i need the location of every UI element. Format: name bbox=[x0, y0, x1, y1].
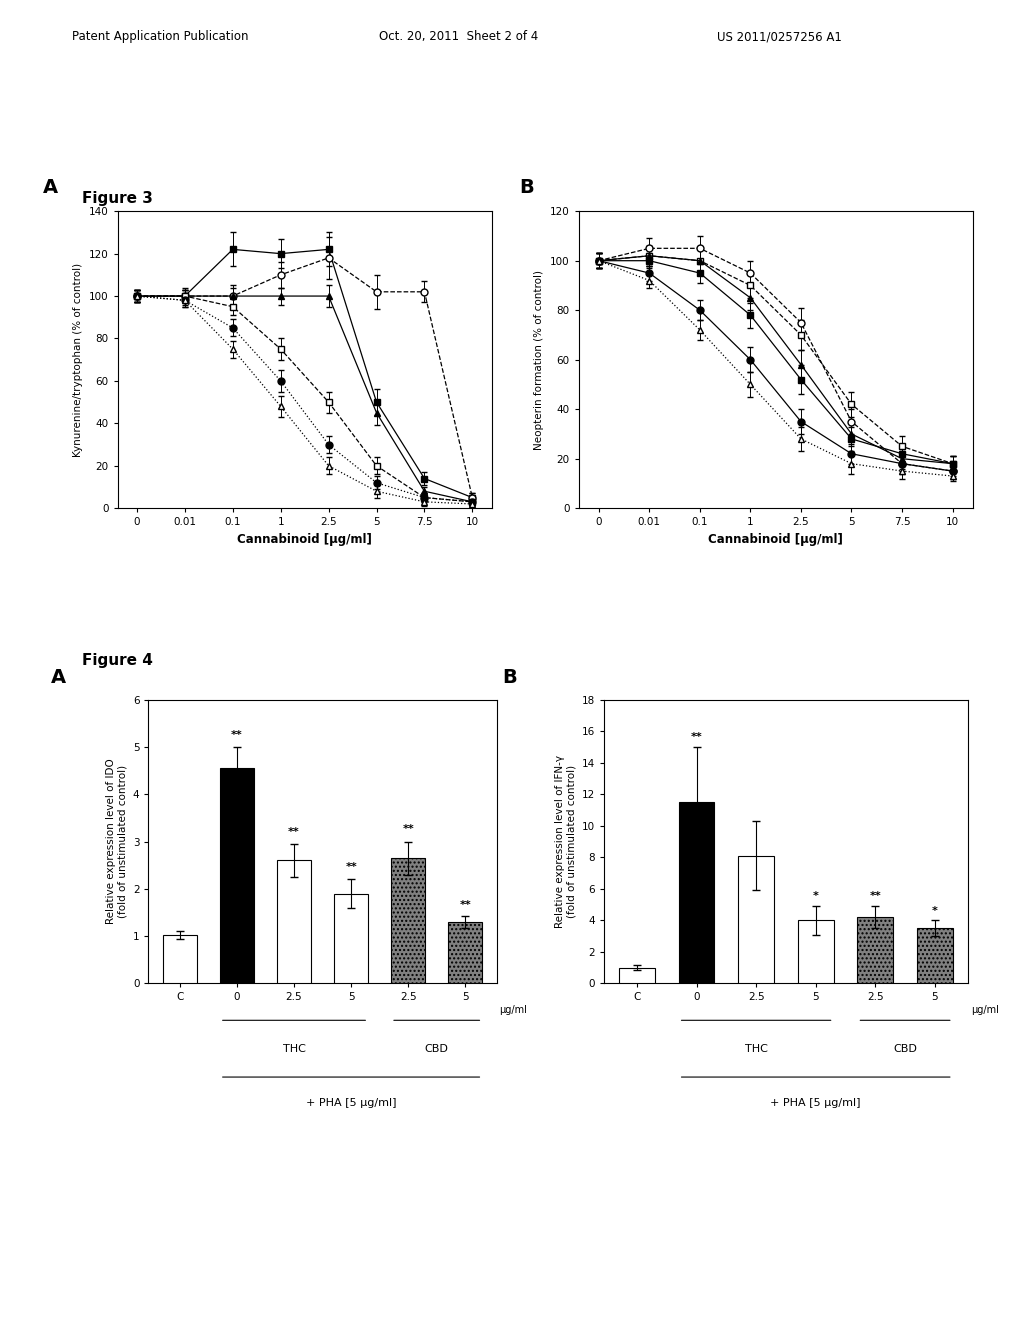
Text: Figure 3: Figure 3 bbox=[82, 191, 153, 206]
Text: *: * bbox=[932, 906, 938, 916]
Bar bbox=[738, 855, 774, 983]
Text: + PHA [5 µg/ml]: + PHA [5 µg/ml] bbox=[306, 1098, 396, 1107]
Y-axis label: Neopterin formation (% of control): Neopterin formation (% of control) bbox=[535, 269, 544, 450]
Bar bbox=[391, 858, 425, 983]
Text: Oct. 20, 2011  Sheet 2 of 4: Oct. 20, 2011 Sheet 2 of 4 bbox=[379, 30, 539, 44]
X-axis label: Cannabinoid [µg/ml]: Cannabinoid [µg/ml] bbox=[238, 533, 372, 545]
Text: B: B bbox=[519, 178, 535, 198]
Y-axis label: Relative expression level of IDO
(fold of unstimulated control): Relative expression level of IDO (fold o… bbox=[105, 759, 127, 924]
Text: **: ** bbox=[869, 891, 882, 902]
Bar bbox=[220, 768, 254, 983]
Text: **: ** bbox=[402, 825, 414, 834]
Bar bbox=[798, 920, 834, 983]
Text: **: ** bbox=[288, 826, 300, 837]
Bar bbox=[449, 921, 482, 983]
Text: Figure 4: Figure 4 bbox=[82, 653, 153, 668]
Bar bbox=[163, 935, 197, 983]
Bar bbox=[334, 894, 369, 983]
Text: CBD: CBD bbox=[425, 1044, 449, 1053]
Y-axis label: Kynurenine/tryptophan (% of control): Kynurenine/tryptophan (% of control) bbox=[74, 263, 83, 457]
Text: B: B bbox=[503, 668, 517, 686]
Text: + PHA [5 µg/ml]: + PHA [5 µg/ml] bbox=[770, 1098, 861, 1107]
Y-axis label: Relative expression level of IFN-γ
(fold of unstimulated control): Relative expression level of IFN-γ (fold… bbox=[555, 755, 577, 928]
Text: µg/ml: µg/ml bbox=[971, 1006, 998, 1015]
Bar bbox=[276, 861, 311, 983]
Text: US 2011/0257256 A1: US 2011/0257256 A1 bbox=[717, 30, 842, 44]
Bar bbox=[620, 968, 654, 983]
Text: CBD: CBD bbox=[893, 1044, 918, 1053]
Text: A: A bbox=[43, 178, 58, 198]
Text: **: ** bbox=[460, 900, 471, 909]
Bar bbox=[857, 917, 893, 983]
Text: THC: THC bbox=[744, 1044, 768, 1053]
Bar bbox=[679, 803, 715, 983]
Text: THC: THC bbox=[283, 1044, 305, 1053]
Text: *: * bbox=[813, 891, 818, 902]
Text: **: ** bbox=[345, 862, 357, 873]
Text: Patent Application Publication: Patent Application Publication bbox=[72, 30, 248, 44]
X-axis label: Cannabinoid [µg/ml]: Cannabinoid [µg/ml] bbox=[709, 533, 843, 545]
Text: **: ** bbox=[231, 730, 243, 739]
Text: A: A bbox=[51, 668, 67, 686]
Text: µg/ml: µg/ml bbox=[500, 1006, 527, 1015]
Text: **: ** bbox=[690, 733, 702, 742]
Bar bbox=[918, 928, 952, 983]
